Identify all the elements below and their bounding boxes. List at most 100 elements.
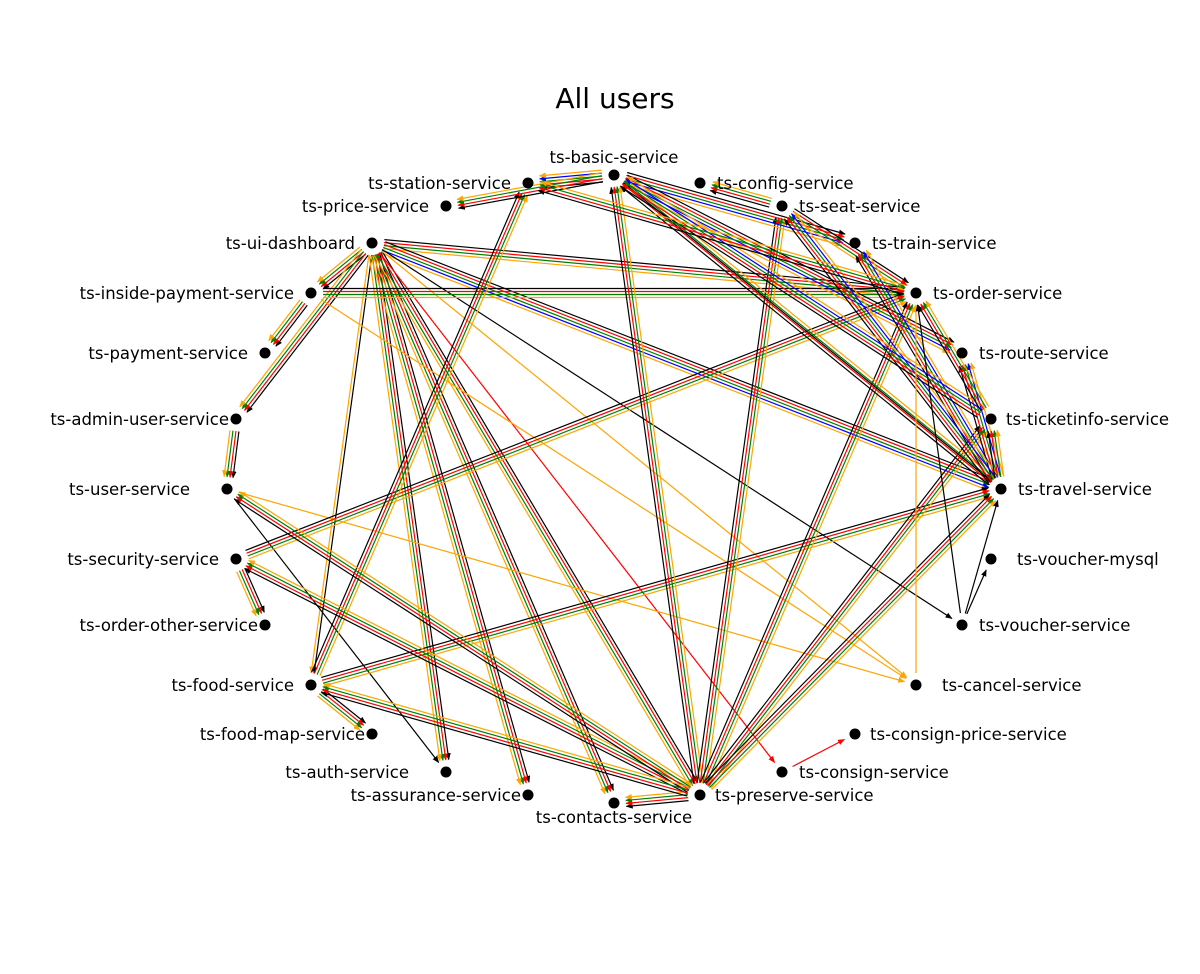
edge-ui-to-contacts	[372, 255, 606, 795]
edge-preserve-to-travel	[709, 498, 995, 788]
edge-preserve-to-travel	[704, 493, 990, 784]
edge-order-to-station	[538, 186, 905, 292]
edge-ui-to-preserve	[376, 253, 694, 787]
edge-ticketinfo-to-order	[920, 303, 985, 410]
edge-food-to-foodmap	[319, 693, 363, 729]
node-label: ts-price-service	[302, 197, 429, 216]
edge-basic-to-train	[626, 174, 845, 238]
node-label: ts-voucher-mysql	[1017, 550, 1159, 569]
edge-food-to-travel	[321, 489, 990, 681]
edge-food-to-station	[319, 195, 528, 677]
node-dot	[305, 679, 317, 691]
edge-ui-to-adminuser	[244, 253, 367, 411]
edge-preserve-to-contacts	[625, 794, 688, 803]
edge-adminuser-to-user	[222, 430, 231, 478]
edge-ui-to-contacts	[377, 253, 612, 793]
edge-food-to-station	[313, 192, 523, 674]
node-assurance: ts-assurance-service	[351, 786, 534, 805]
node-dot	[230, 413, 242, 425]
node-dot	[608, 797, 620, 809]
edge-preserve-to-basic	[618, 185, 704, 783]
edge-ui-to-insidepay	[318, 248, 363, 285]
edge-basic-to-price	[457, 181, 604, 210]
node-consign: ts-consign-service	[776, 763, 949, 782]
edge-basic-to-price	[456, 175, 603, 204]
edge-preserve-to-security	[245, 565, 689, 792]
edge-security-to-order	[247, 298, 907, 557]
edge-ticketinfo-to-basic	[626, 175, 985, 408]
edge-user-to-cancel	[238, 491, 906, 683]
node-label: ts-route-service	[979, 344, 1109, 363]
edge-ticketinfo-to-basic	[623, 180, 982, 414]
node-price: ts-price-service	[302, 197, 452, 216]
edge-travel-to-train	[857, 254, 993, 481]
node-label: ts-order-service	[933, 284, 1062, 303]
node-dot	[985, 413, 997, 425]
edge-preserve-to-user	[235, 496, 690, 791]
edge-travel-to-route	[961, 364, 996, 479]
edge-travel-to-basic	[623, 180, 993, 481]
node-food: ts-food-service	[171, 676, 317, 695]
node-ui: ts-ui-dashboard	[226, 234, 378, 253]
edge-ui-to-assurance	[376, 253, 528, 784]
edge-ui-to-preserve	[378, 252, 696, 785]
edge-preserve-to-user	[234, 498, 688, 793]
edge-security-to-order	[245, 292, 904, 551]
node-dot	[694, 789, 706, 801]
edge-preserve-to-seat	[696, 216, 778, 783]
edge-travel-to-ticketinfo	[992, 430, 1002, 477]
node-auth: ts-auth-service	[285, 763, 452, 782]
node-label: ts-voucher-service	[979, 616, 1130, 635]
node-cancel: ts-cancel-service	[910, 676, 1082, 695]
node-seat: ts-seat-service	[776, 197, 920, 216]
node-voucher: ts-voucher-service	[956, 616, 1130, 635]
edge-preserve-to-seat	[702, 217, 784, 784]
node-label: ts-contacts-service	[536, 808, 692, 827]
node-label: ts-food-service	[171, 676, 294, 695]
node-label: ts-food-map-service	[200, 725, 365, 744]
chart-title: All users	[555, 82, 674, 115]
edge-travel-to-train	[860, 252, 996, 480]
node-dot	[440, 200, 452, 212]
node-label: ts-cancel-service	[942, 676, 1082, 695]
node-travel: ts-travel-service	[995, 480, 1152, 499]
node-dot	[849, 237, 861, 249]
node-orderother: ts-order-other-service	[80, 616, 271, 635]
edge-seat-to-order	[789, 215, 905, 291]
node-dot	[440, 766, 452, 778]
edge-adminuser-to-user	[228, 431, 237, 478]
edge-basic-to-train	[623, 183, 843, 247]
node-label: ts-preserve-service	[715, 786, 874, 805]
edge-ticketinfo-to-basic	[625, 178, 983, 411]
edge-preserve-to-seat	[705, 217, 787, 784]
edge-preserve-to-ticketinfo	[703, 425, 981, 784]
edge-insidepay-to-payment	[275, 304, 308, 347]
node-label: ts-consign-service	[799, 763, 949, 782]
edge-ticketinfo-to-basic	[621, 183, 980, 416]
edge-security-to-orderother	[241, 569, 263, 615]
node-train: ts-train-service	[849, 234, 996, 253]
edge-ui-to-insidepay	[320, 251, 365, 288]
edge-seat-to-config	[709, 189, 770, 208]
edge-preserve-to-travel	[711, 500, 997, 791]
edge-security-to-orderother	[238, 570, 260, 616]
edge-preserve-to-ticketinfo	[710, 430, 988, 789]
edge-insidepay-to-payment	[268, 299, 301, 342]
edge-seat-to-order	[792, 210, 908, 286]
edge-travel-to-basic	[625, 178, 995, 479]
node-dot	[776, 200, 788, 212]
node-label: ts-auth-service	[285, 763, 409, 782]
edge-food-to-station	[316, 193, 526, 675]
node-dot	[985, 553, 997, 565]
edge-food-to-travel	[321, 487, 989, 678]
node-label: ts-inside-payment-service	[80, 284, 294, 303]
edge-preserve-to-security	[244, 567, 688, 795]
node-label: ts-travel-service	[1018, 480, 1152, 499]
edge-food-to-travel	[323, 495, 992, 687]
edge-ui-to-food	[312, 255, 373, 674]
edge-insidepay-to-payment	[273, 303, 306, 345]
edge-seat-to-config	[712, 180, 772, 199]
node-vouchermysql: ts-voucher-mysql	[985, 550, 1159, 569]
node-dot	[776, 766, 788, 778]
edge-ui-to-consign	[378, 252, 776, 764]
